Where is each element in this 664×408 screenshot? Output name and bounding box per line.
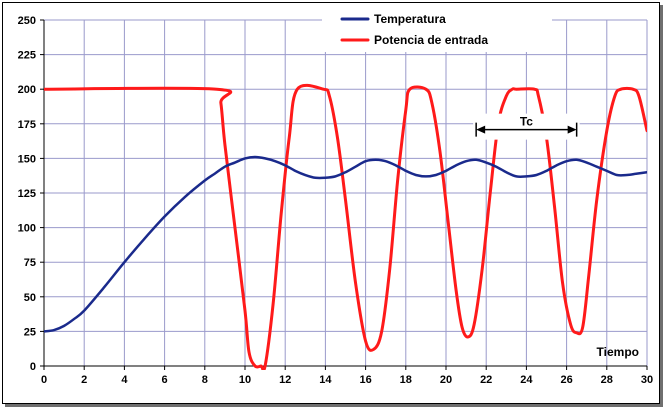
annotation-layer: Tc bbox=[473, 113, 580, 140]
tc-arrow-left-head bbox=[476, 125, 486, 134]
x-axis-label: Tiempo bbox=[597, 345, 639, 359]
y-tick-label: 0 bbox=[30, 361, 36, 373]
x-tick-label: 12 bbox=[279, 374, 291, 386]
series-line-potencia-de-entrada bbox=[44, 83, 647, 370]
axes: 0 2 4 6 8 10 12 14 16 18 20 22 24 26 28 300255075100125… bbox=[18, 15, 653, 386]
x-tick-label: 2 bbox=[81, 374, 87, 386]
x-tick-label: 0 bbox=[41, 374, 47, 386]
chart-frame bbox=[2, 2, 660, 404]
y-tick-label: 25 bbox=[24, 326, 36, 338]
legend: Temperatura Potencia de entrada bbox=[322, 10, 552, 52]
y-tick-label: 75 bbox=[24, 257, 36, 269]
x-tick-label: 16 bbox=[359, 374, 371, 386]
y-tick-label: 200 bbox=[18, 84, 36, 96]
x-tick-label: 30 bbox=[641, 374, 653, 386]
legend-box bbox=[322, 10, 552, 52]
x-tick-label: 18 bbox=[400, 374, 412, 386]
y-tick-label: 175 bbox=[18, 119, 36, 131]
legend-label: Potencia de entrada bbox=[374, 33, 488, 47]
legend-label: Temperatura bbox=[374, 12, 446, 26]
x-tick-label: 22 bbox=[480, 374, 492, 386]
x-tick-label: 28 bbox=[601, 374, 613, 386]
x-tick-label: 4 bbox=[121, 374, 128, 386]
x-tick-label: 14 bbox=[319, 374, 332, 386]
tc-arrow-right-head bbox=[567, 125, 577, 134]
x-tick-label: 24 bbox=[520, 374, 533, 386]
annotation-background bbox=[473, 113, 580, 140]
x-tick-label: 10 bbox=[239, 374, 251, 386]
y-tick-label: 250 bbox=[18, 15, 36, 27]
x-tick-label: 6 bbox=[162, 374, 168, 386]
series-line-temperatura bbox=[44, 155, 647, 333]
y-tick-label: 125 bbox=[18, 188, 36, 200]
x-tick-label: 8 bbox=[202, 374, 208, 386]
tc-label: Tc bbox=[520, 115, 533, 129]
x-tick-label: 26 bbox=[560, 374, 572, 386]
series-layer bbox=[44, 83, 647, 370]
y-tick-label: 100 bbox=[18, 223, 36, 235]
x-tick-label: 20 bbox=[440, 374, 452, 386]
y-tick-label: 50 bbox=[24, 292, 36, 304]
y-tick-label: 225 bbox=[18, 50, 36, 62]
y-tick-label: 150 bbox=[18, 153, 36, 165]
